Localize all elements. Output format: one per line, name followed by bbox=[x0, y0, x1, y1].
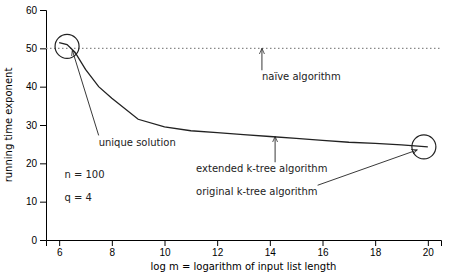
plot: 6 8 10 12 14 16 18 20 0 10 20 30 40 50 60 log m = logar… bbox=[3, 5, 442, 272]
annotation-text: extended k-tree algorithm bbox=[196, 163, 327, 174]
x-tick-label: 6 bbox=[57, 247, 63, 258]
x-axis-line bbox=[47, 241, 442, 247]
y-tick: 60 bbox=[26, 5, 46, 16]
highlight-circle bbox=[412, 135, 436, 159]
y-tick: 50 bbox=[26, 43, 46, 54]
y-tick-label: 0 bbox=[31, 235, 37, 246]
y-tick: 30 bbox=[26, 120, 46, 131]
y-tick-label: 20 bbox=[26, 158, 38, 169]
annotation-arrow bbox=[72, 50, 98, 135]
y-axis-line bbox=[40, 11, 47, 241]
y-tick: 40 bbox=[26, 81, 46, 92]
y-tick-mark bbox=[40, 202, 46, 203]
x-tick-mark bbox=[428, 240, 429, 246]
y-tick-mark bbox=[40, 240, 46, 241]
annotation-text: naïve algorithm bbox=[262, 71, 341, 82]
x-tick-mark bbox=[375, 240, 376, 246]
x-tick: 10 bbox=[159, 240, 171, 258]
y-tick-label: 10 bbox=[26, 196, 38, 207]
annotation-text: original k-tree algorithm bbox=[196, 186, 318, 197]
x-tick-mark bbox=[270, 240, 271, 246]
x-tick-mark bbox=[217, 240, 218, 246]
x-tick: 16 bbox=[317, 240, 329, 258]
annotation-text: unique solution bbox=[99, 137, 176, 148]
annotation-arrow bbox=[275, 137, 276, 163]
x-tick-label: 12 bbox=[212, 247, 224, 258]
y-tick-mark bbox=[40, 87, 46, 88]
y-tick-label: 50 bbox=[26, 43, 38, 54]
x-tick-label: 14 bbox=[265, 247, 277, 258]
x-tick-mark bbox=[59, 240, 60, 246]
curve bbox=[59, 43, 428, 147]
x-tick-mark bbox=[165, 240, 166, 246]
x-tick-label: 10 bbox=[159, 247, 171, 258]
annotation-arrow bbox=[261, 48, 262, 70]
x-tick-mark bbox=[323, 240, 324, 246]
y-axis: 0 10 20 30 40 50 60 bbox=[26, 5, 47, 246]
y-axis-title: running time exponent bbox=[3, 68, 14, 183]
x-tick: 12 bbox=[212, 240, 224, 258]
x-tick-mark bbox=[112, 240, 113, 246]
y-tick: 20 bbox=[26, 158, 46, 169]
x-tick-label: 18 bbox=[370, 247, 382, 258]
y-tick: 0 bbox=[31, 235, 46, 246]
annotations: naïve algorithm unique solution extended k… bbox=[64, 48, 417, 203]
annotation-text: q = 4 bbox=[64, 192, 91, 203]
y-tick-mark bbox=[40, 48, 46, 49]
x-tick: 8 bbox=[110, 240, 116, 258]
x-tick: 14 bbox=[265, 240, 277, 258]
x-axis-title: log m = logarithm of input list length bbox=[151, 261, 337, 272]
y-tick-mark bbox=[40, 125, 46, 126]
x-tick-label: 16 bbox=[317, 247, 329, 258]
y-tick-mark bbox=[40, 163, 46, 164]
y-tick-label: 30 bbox=[26, 120, 38, 131]
highlight-circle bbox=[55, 34, 79, 58]
y-tick-label: 60 bbox=[26, 5, 38, 16]
chart: 6 8 10 12 14 16 18 20 0 10 20 30 40 50 60 log m = logar… bbox=[0, 0, 453, 276]
x-tick-label: 8 bbox=[110, 247, 116, 258]
marks bbox=[46, 34, 441, 158]
x-tick: 20 bbox=[423, 240, 435, 258]
x-tick-label: 20 bbox=[423, 247, 435, 258]
reference-line bbox=[46, 48, 441, 49]
annotation-text: n = 100 bbox=[64, 169, 104, 180]
y-tick-mark bbox=[40, 10, 46, 11]
y-tick-label: 40 bbox=[26, 81, 38, 92]
y-tick: 10 bbox=[26, 196, 46, 207]
x-tick: 18 bbox=[370, 240, 382, 258]
x-tick: 6 bbox=[57, 240, 63, 258]
x-axis: 6 8 10 12 14 16 18 20 bbox=[47, 240, 442, 258]
annotation-arrow bbox=[318, 150, 418, 185]
